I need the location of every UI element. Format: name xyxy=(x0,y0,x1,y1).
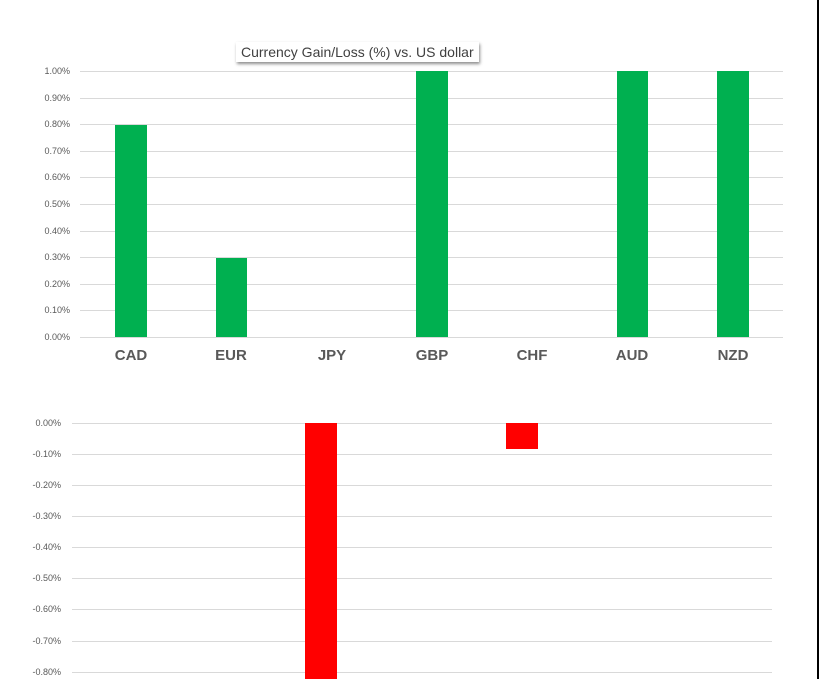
bar-gbp xyxy=(416,71,448,337)
chart-title: Currency Gain/Loss (%) vs. US dollar xyxy=(236,42,479,62)
x-label-gbp: GBP xyxy=(415,347,449,364)
y-tick: -0.50% xyxy=(32,573,61,583)
y-tick: -0.70% xyxy=(32,636,61,646)
y-tick: 0.10% xyxy=(44,305,70,315)
y-tick: 0.30% xyxy=(44,252,70,262)
x-label-jpy: JPY xyxy=(317,347,347,364)
bar-nzd xyxy=(717,71,749,337)
y-tick: 0.90% xyxy=(44,93,70,103)
y-tick: 0.40% xyxy=(44,226,70,236)
y-tick: 0.50% xyxy=(44,199,70,209)
y-tick: 0.00% xyxy=(35,418,61,428)
x-label-cad: CAD xyxy=(114,347,148,364)
y-tick: 0.20% xyxy=(44,279,70,289)
y-tick: 0.60% xyxy=(44,172,70,182)
y-tick: -0.20% xyxy=(32,480,61,490)
x-label-nzd: NZD xyxy=(717,347,749,364)
bar-eur xyxy=(216,258,247,337)
x-label-aud: AUD xyxy=(615,347,649,364)
bar-chf xyxy=(506,423,538,449)
x-label-chf: CHF xyxy=(516,347,548,364)
x-label-eur: EUR xyxy=(215,347,247,364)
bar-aud xyxy=(617,71,648,337)
gain-chart: Currency Gain/Loss (%) vs. US dollar 1.0… xyxy=(44,42,783,364)
y-tick: 0.00% xyxy=(44,332,70,342)
y-tick: 1.00% xyxy=(44,66,70,76)
y-tick: -0.30% xyxy=(32,511,61,521)
y-tick: -0.60% xyxy=(32,604,61,614)
y-tick: -0.40% xyxy=(32,542,61,552)
bar-jpy xyxy=(305,423,337,679)
bar-cad xyxy=(115,125,147,337)
y-tick: -0.10% xyxy=(32,449,61,459)
y-tick: 0.70% xyxy=(44,146,70,156)
right-border xyxy=(817,0,819,679)
y-tick: 0.80% xyxy=(44,119,70,129)
y-tick: -0.80% xyxy=(32,667,61,677)
